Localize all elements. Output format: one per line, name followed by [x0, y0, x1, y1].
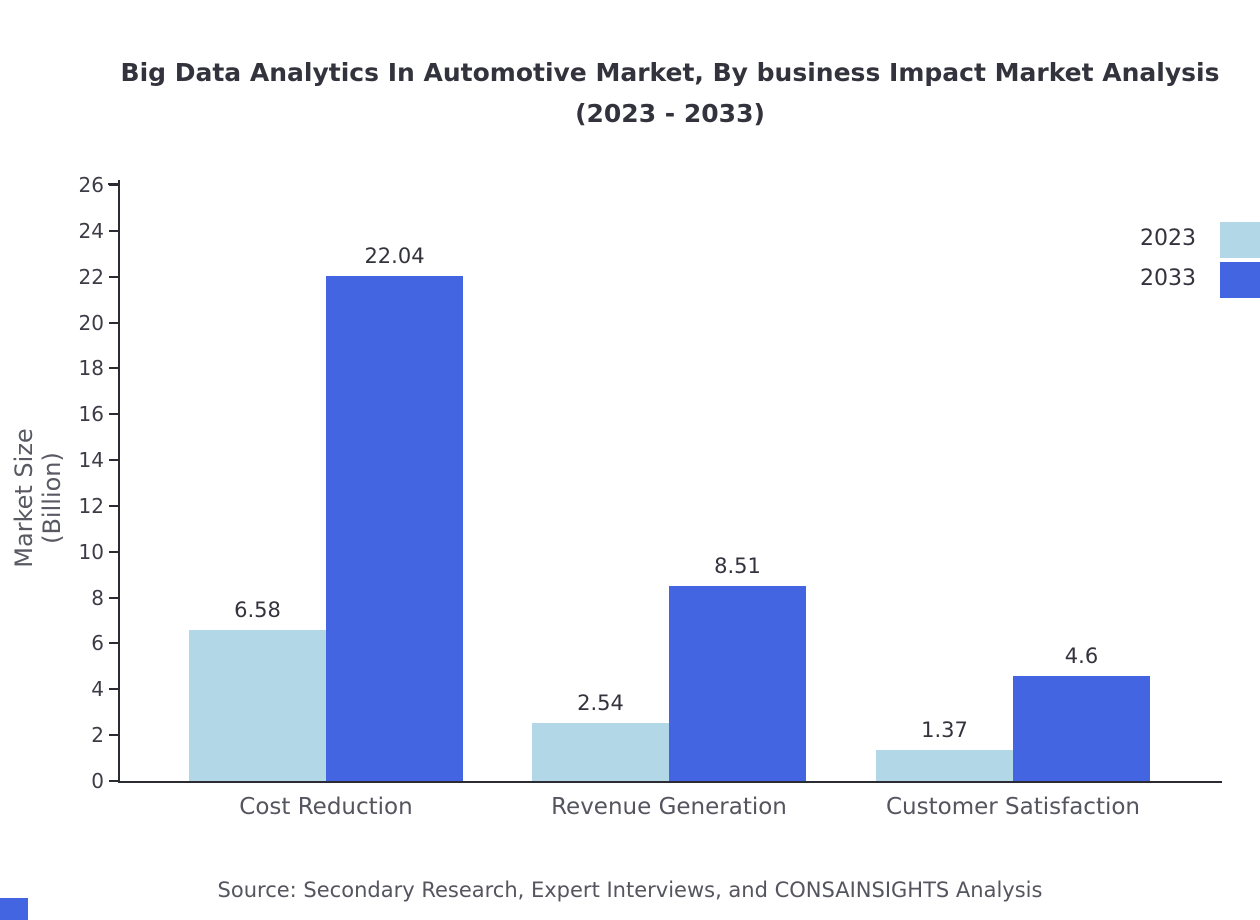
bar-value-label: 4.6 — [1064, 643, 1099, 668]
legend-label: 2033 — [1140, 266, 1196, 291]
y-tick-mark — [109, 367, 118, 370]
y-tick-label: 10 — [78, 539, 104, 564]
y-tick-label: 26 — [78, 173, 104, 197]
legend-item-2033: 2033 — [0, 262, 1260, 300]
y-tick-mark — [109, 550, 118, 553]
bar-2023-cost-reduction — [189, 630, 326, 781]
chart-title: Big Data Analytics In Automotive Market,… — [120, 58, 1220, 128]
y-tick-mark — [109, 321, 118, 324]
y-tick-label: 22 — [78, 264, 104, 289]
y-tick-mark — [109, 642, 118, 645]
legend-item-2023: 2023 — [0, 222, 1260, 260]
bar-2023-revenue-generation — [532, 722, 669, 781]
y-axis-line — [118, 180, 120, 783]
category-label-cost-reduction: Cost Reduction — [239, 794, 413, 820]
legend-label: 2023 — [1140, 226, 1196, 251]
bar-value-label: 6.58 — [234, 598, 281, 623]
y-tick-mark — [109, 734, 118, 737]
y-tick-mark — [109, 504, 118, 507]
y-tick-label: 0 — [91, 769, 104, 793]
y-tick-label: 14 — [78, 448, 104, 473]
bar-value-label: 1.37 — [921, 717, 968, 742]
y-tick-mark — [109, 184, 118, 186]
y-tick-label: 2 — [91, 723, 104, 748]
bar-value-label: 8.51 — [714, 553, 761, 578]
y-tick-label: 20 — [78, 310, 104, 335]
bar-2033-cost-reduction — [326, 275, 463, 781]
y-tick-label: 24 — [78, 218, 104, 243]
y-tick-label: 8 — [91, 585, 104, 610]
y-tick-mark — [109, 275, 118, 278]
bar-2033-revenue-generation — [669, 585, 806, 781]
y-tick-label: 18 — [78, 356, 104, 381]
source-attribution: Source: Secondary Research, Expert Inter… — [217, 878, 1043, 902]
y-tick-mark — [109, 688, 118, 691]
category-label-customer-satisfaction: Customer Satisfaction — [885, 794, 1140, 820]
category-label-revenue-generation: Revenue Generation — [551, 794, 787, 820]
y-tick-label: 4 — [91, 677, 104, 702]
y-tick-mark — [109, 229, 118, 232]
bar-2023-customer-satisfaction — [876, 749, 1013, 781]
y-tick-mark — [109, 596, 118, 599]
y-tick-label: 16 — [78, 402, 104, 427]
legend-swatch — [1220, 222, 1260, 258]
y-tick-mark — [109, 780, 118, 782]
x-axis-line — [118, 781, 1222, 783]
y-tick-label: 12 — [78, 493, 104, 518]
corner-accent-mark — [0, 898, 28, 920]
y-tick-mark — [109, 413, 118, 416]
bar-2033-customer-satisfaction — [1013, 675, 1150, 781]
bar-value-label: 2.54 — [577, 690, 624, 715]
bar-value-label: 22.04 — [364, 243, 425, 268]
y-tick-label: 6 — [91, 631, 104, 656]
y-tick-mark — [109, 459, 118, 462]
legend-swatch — [1220, 262, 1260, 298]
